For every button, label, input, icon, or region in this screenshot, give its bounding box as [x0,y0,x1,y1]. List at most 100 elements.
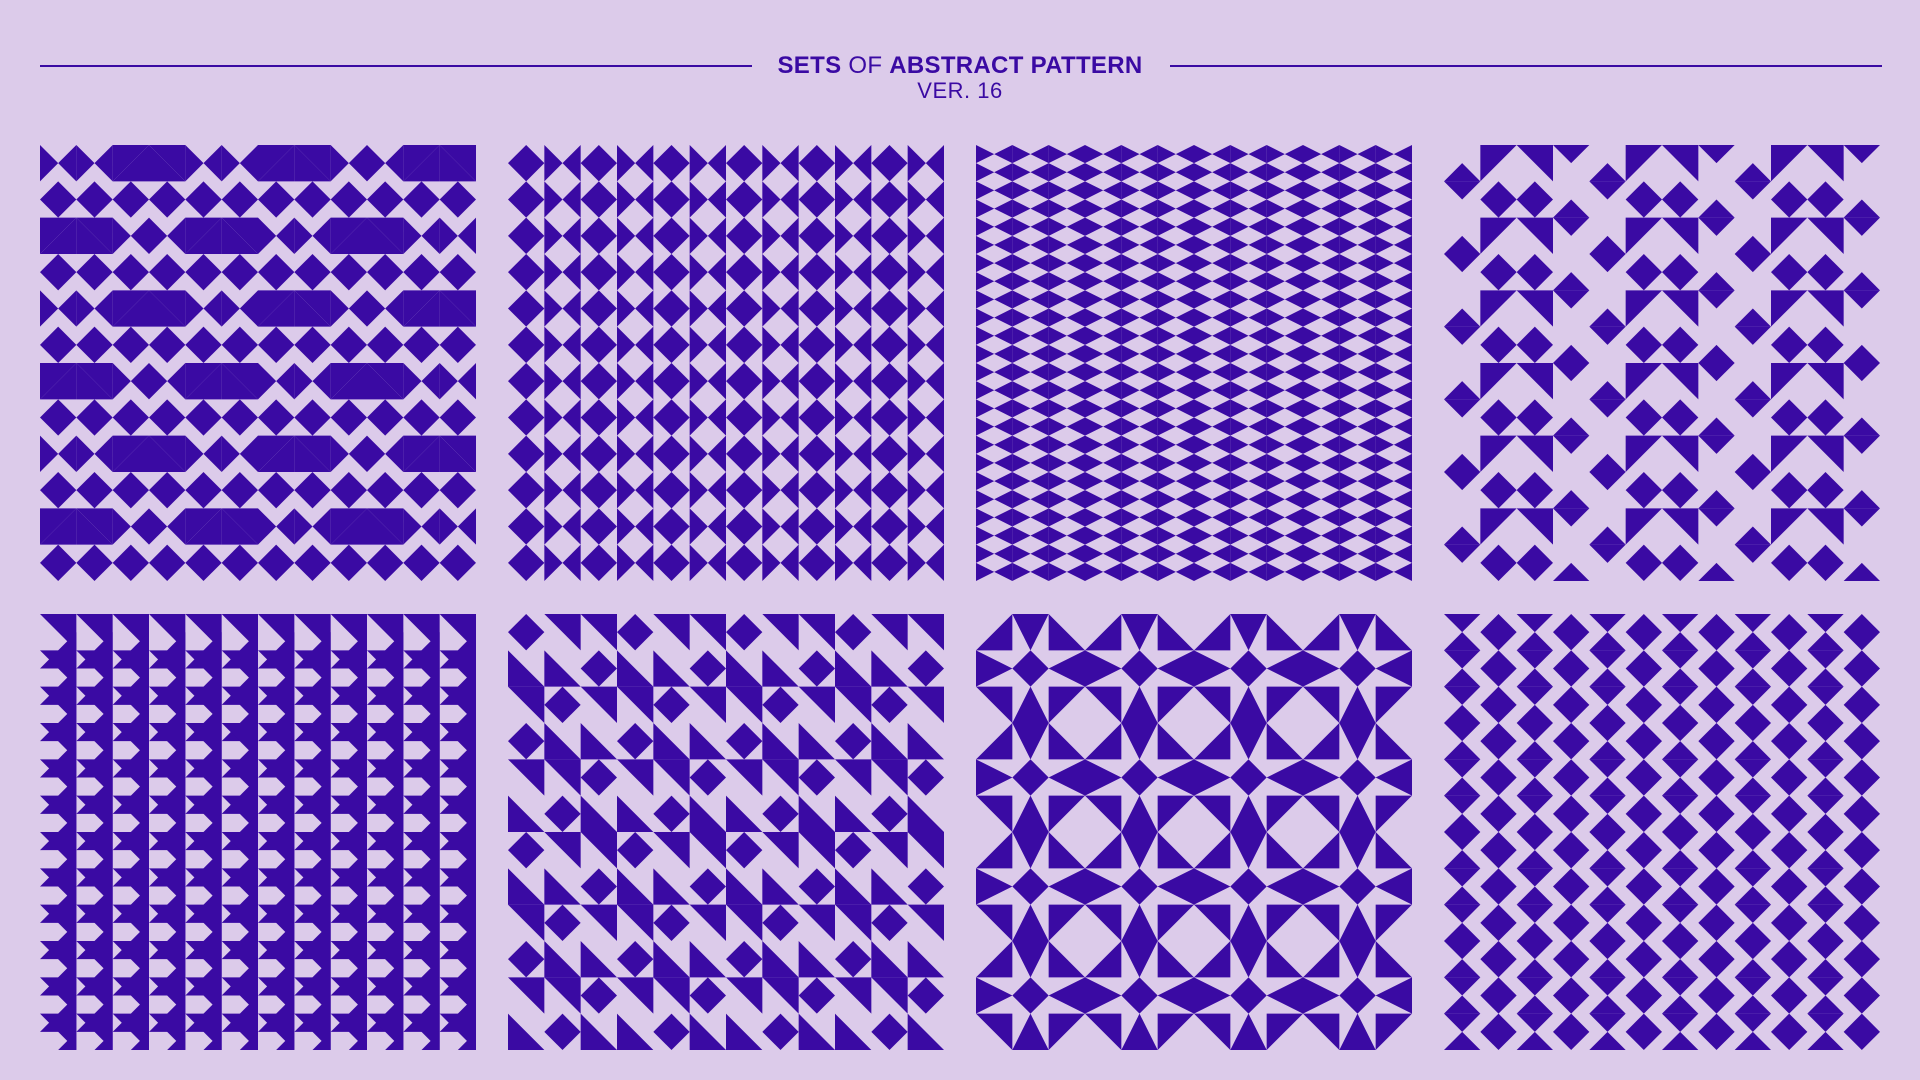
pattern-shape [1339,453,1358,472]
pattern-shape [1662,723,1699,742]
pattern-shape [976,363,995,382]
pattern-shape [994,508,1013,527]
pattern-shape [1393,508,1412,527]
pattern-shape [1589,1013,1626,1032]
pattern-shape [853,508,872,545]
pattern-shape [798,254,835,291]
pattern-shape [689,435,708,472]
pattern-shape [1807,1031,1844,1050]
pattern-shape [439,181,476,218]
pattern-shape [1194,199,1213,218]
pattern-shape [1662,632,1699,651]
pattern-shape [1230,435,1249,454]
pattern-shape [1230,490,1249,509]
pattern-shape [1843,1013,1880,1050]
pattern-shape [112,181,149,218]
pattern-shape [1121,472,1140,491]
pattern-shape [1284,308,1303,327]
pattern-shape [1375,868,1412,905]
pattern-shape [1012,217,1031,236]
pattern-shape [403,686,440,723]
pattern-shape [1266,326,1285,345]
pattern-shape [976,723,1013,760]
pattern-shape [1030,526,1049,545]
pattern-shape [1339,614,1376,651]
pattern-shape [1771,977,1808,1014]
pattern-shape [1375,508,1394,527]
pattern-shape [403,363,422,400]
pattern-shape [112,977,149,1014]
pattern-shape [1843,508,1880,527]
pattern-shape [871,977,908,1014]
pattern-shape [149,435,186,472]
pattern-shape [635,544,654,581]
pattern-shape [294,435,331,472]
pattern-shape [1121,562,1140,581]
pattern-shape [367,650,404,687]
pattern-shape [1662,544,1699,581]
pattern-shape [403,145,440,182]
pattern-shape [439,145,476,182]
pattern-shape [1157,941,1194,978]
pattern-shape [1553,199,1590,218]
pattern-shape [149,181,186,218]
pattern-shape [1121,723,1158,760]
pattern-shape [907,254,926,291]
pattern-shape [1194,562,1213,581]
pattern-shape [1121,272,1140,291]
pattern-shape [1480,472,1517,509]
pattern-shape [1843,363,1880,382]
pattern-shape [1589,904,1626,923]
pattern-shape [258,795,295,832]
pattern-shape [1048,508,1067,527]
pattern-shape [1030,308,1049,327]
pattern-shape [907,686,944,723]
pattern-shape [1121,181,1140,200]
pattern-shape [1321,508,1340,527]
pattern-shape [1066,472,1085,491]
pattern-shape [1357,472,1376,491]
pattern-shape [617,795,654,832]
pattern-shape [1012,163,1031,182]
pattern-shape [1212,562,1231,581]
pattern-shape [1444,977,1481,996]
pattern-shape [1194,508,1213,527]
pattern-shape [1444,850,1481,869]
pattern-shape [544,435,563,472]
pattern-shape [994,562,1013,581]
pattern-shape [1625,145,1662,182]
pattern-shape [798,472,835,509]
pattern-shape [798,941,835,978]
pattern-shape [149,686,186,723]
pattern-shape [780,217,799,254]
pattern-shape [1194,453,1213,472]
pattern-shape [1734,686,1771,705]
pattern-shape [853,472,872,509]
pattern-shape [925,472,944,509]
pattern-shape [1516,759,1553,778]
pattern-shape [258,759,295,796]
pattern-shape [58,435,77,472]
pattern-shape [1175,381,1194,400]
pattern-shape [1048,435,1067,454]
pattern-shape [1194,235,1213,254]
pattern-shape [1048,941,1085,978]
pattern-shape [1266,650,1303,687]
pattern-shape [798,544,835,581]
pattern-shape [925,508,944,545]
pattern-shape [276,217,295,254]
pattern-shape [239,290,258,327]
pattern-shape [1139,235,1158,254]
pattern-shape [1066,163,1085,182]
pattern-shape [1625,941,1662,978]
pattern-shape [1085,562,1104,581]
pattern-shape [617,326,636,363]
pattern-shape [367,759,404,796]
pattern-shape [1807,1013,1844,1032]
pattern-shape [112,435,149,472]
pattern-shape [1139,344,1158,363]
pattern-shape [994,181,1013,200]
pattern-shape [508,759,545,796]
pattern-4-graphic [1444,145,1880,581]
pattern-shape [726,759,763,796]
